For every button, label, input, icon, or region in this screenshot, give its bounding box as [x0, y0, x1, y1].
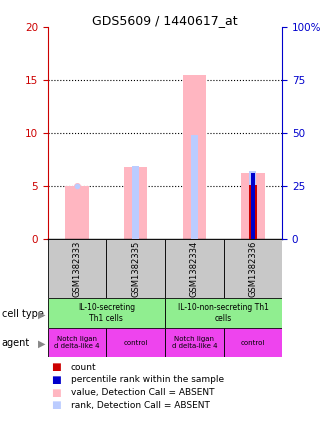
Text: ▶: ▶	[38, 338, 45, 349]
Text: GSM1382336: GSM1382336	[248, 240, 257, 297]
Bar	[124, 167, 148, 239]
Bar	[165, 239, 224, 298]
Bar	[65, 186, 89, 239]
Bar	[191, 135, 198, 239]
Text: ■: ■	[51, 362, 61, 372]
Bar	[48, 239, 106, 298]
Text: GSM1382333: GSM1382333	[73, 240, 82, 297]
Bar	[249, 185, 257, 239]
Text: agent: agent	[2, 338, 30, 349]
Text: IL-10-secreting
Th1 cells: IL-10-secreting Th1 cells	[78, 303, 135, 323]
Bar	[106, 239, 165, 298]
Bar	[165, 328, 224, 357]
Text: IL-10-non-secreting Th1
cells: IL-10-non-secreting Th1 cells	[178, 303, 269, 323]
Bar	[250, 173, 255, 239]
Text: Notch ligan
d delta-like 4: Notch ligan d delta-like 4	[54, 336, 100, 349]
Text: cell type: cell type	[2, 309, 44, 319]
Text: rank, Detection Call = ABSENT: rank, Detection Call = ABSENT	[71, 401, 210, 410]
Bar	[249, 171, 256, 239]
Bar	[224, 239, 282, 298]
Bar	[165, 298, 282, 328]
Bar	[182, 75, 206, 239]
Text: ▶: ▶	[38, 309, 45, 319]
Text: Notch ligan
d delta-like 4: Notch ligan d delta-like 4	[172, 336, 217, 349]
Text: GSM1382334: GSM1382334	[190, 241, 199, 297]
Text: percentile rank within the sample: percentile rank within the sample	[71, 375, 224, 385]
Bar	[224, 328, 282, 357]
Bar	[48, 328, 106, 357]
Text: GSM1382335: GSM1382335	[131, 241, 140, 297]
Text: ■: ■	[51, 387, 61, 398]
Text: control: control	[241, 340, 265, 346]
Text: ■: ■	[51, 375, 61, 385]
Text: ■: ■	[51, 400, 61, 410]
Bar	[241, 173, 265, 239]
Text: GDS5609 / 1440617_at: GDS5609 / 1440617_at	[92, 14, 238, 27]
Bar	[106, 328, 165, 357]
Text: count: count	[71, 363, 97, 372]
Text: value, Detection Call = ABSENT: value, Detection Call = ABSENT	[71, 388, 214, 397]
Bar	[132, 166, 139, 239]
Text: control: control	[123, 340, 148, 346]
Bar	[48, 298, 165, 328]
